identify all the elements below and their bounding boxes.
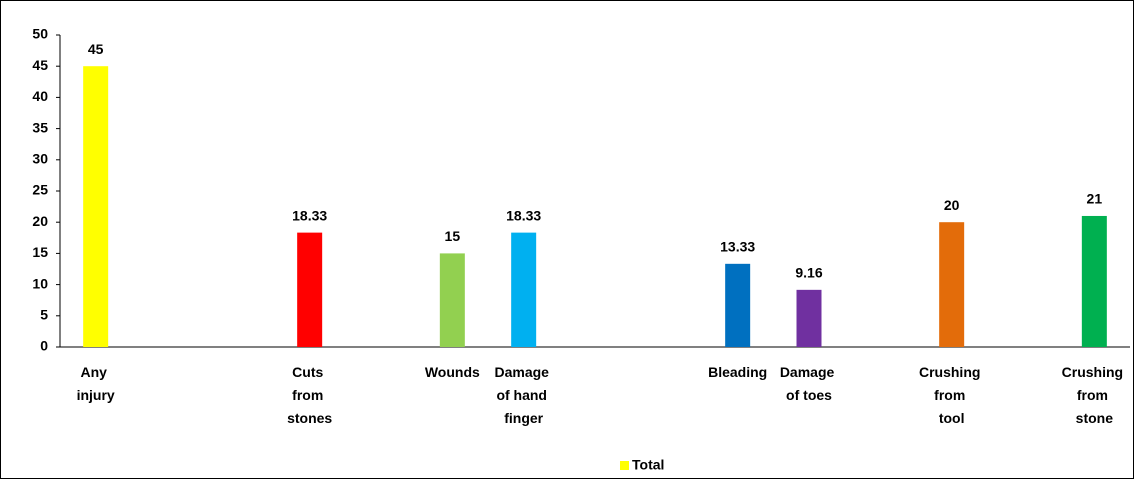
data-label: 13.33 (720, 239, 755, 255)
x-tick-label: Crushing from tool (919, 364, 984, 426)
y-tick-label: 35 (32, 119, 48, 135)
y-tick-label: 30 (32, 151, 48, 167)
legend-swatch (620, 461, 629, 470)
bar (439, 253, 465, 347)
y-tick-label: 40 (32, 88, 48, 104)
data-label: 45 (88, 41, 104, 57)
data-label: 15 (445, 228, 461, 244)
bar (796, 289, 822, 347)
bar (297, 232, 323, 347)
legend-label: Total (632, 457, 664, 473)
y-tick-label: 5 (40, 307, 48, 323)
y-tick-label: 15 (32, 244, 48, 260)
data-label: 18.33 (506, 207, 541, 223)
data-label: 21 (1087, 191, 1103, 207)
data-label: 20 (944, 197, 960, 213)
data-label: 9.16 (795, 265, 822, 281)
y-tick-label: 45 (32, 57, 48, 73)
bar (1081, 215, 1107, 347)
x-tick-label: Bleading (708, 364, 767, 380)
x-tick-label: Damage of hand finger (494, 364, 552, 426)
x-tick-label: Any injury (77, 364, 115, 403)
x-tick-label: Wounds (425, 364, 480, 380)
y-tick-label: 0 (40, 338, 48, 354)
bar (939, 222, 965, 347)
bar (83, 66, 109, 347)
y-tick-label: 10 (32, 275, 48, 291)
bar (725, 263, 751, 347)
data-label: 18.33 (292, 207, 327, 223)
x-tick-label: Cuts from stones (287, 364, 332, 426)
bar (511, 232, 537, 347)
y-tick-label: 25 (32, 182, 48, 198)
y-tick-label: 50 (32, 26, 48, 42)
x-tick-label: Damage of toes (780, 364, 838, 403)
x-tick-label: Crushing from stone (1062, 364, 1127, 426)
y-tick-label: 20 (32, 213, 48, 229)
